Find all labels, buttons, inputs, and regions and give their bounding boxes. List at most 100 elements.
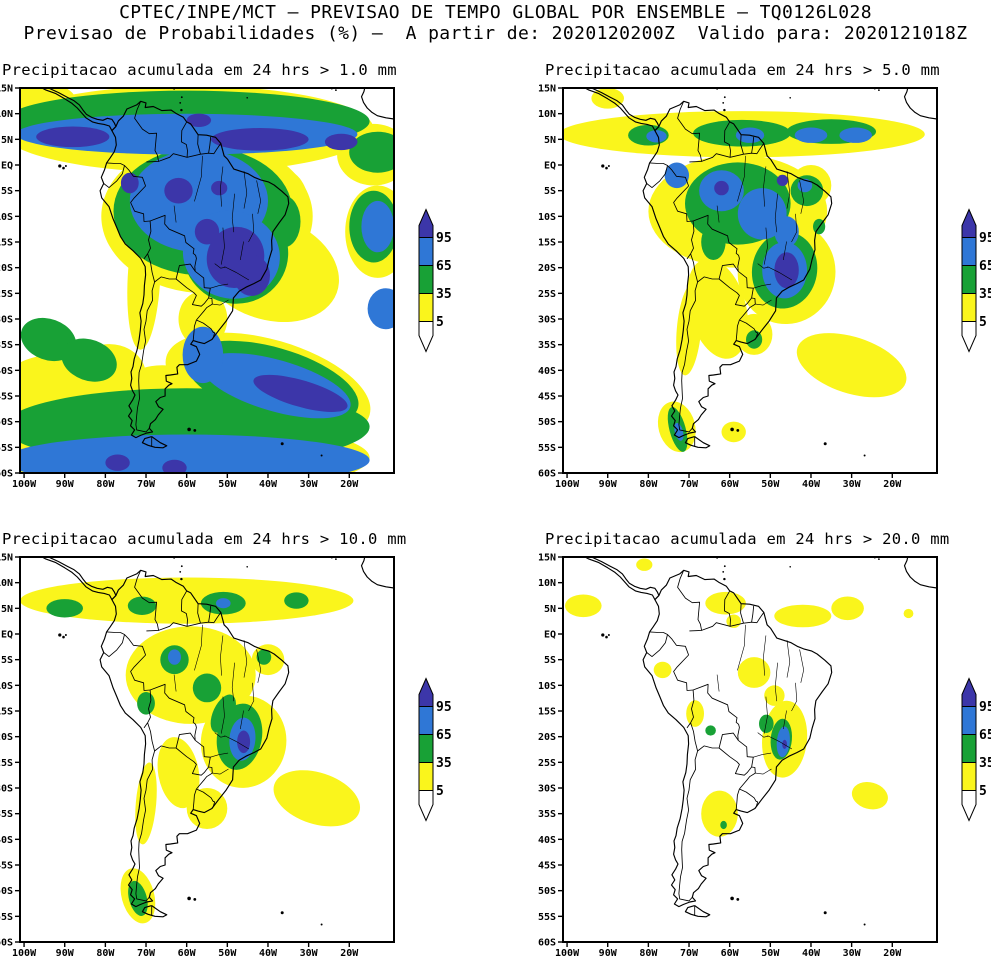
island-dot (246, 97, 248, 99)
country-border (194, 739, 211, 768)
probability-field (563, 88, 937, 473)
state-border (737, 624, 746, 671)
map-frame (19, 556, 395, 943)
country-border (739, 788, 759, 809)
prob-blob-p95 (774, 252, 799, 289)
country-border (649, 162, 689, 187)
lat-label: 35S (538, 809, 556, 820)
country-border (146, 612, 222, 632)
island-dot (605, 166, 608, 170)
panel-title-10mm: Precipitacao acumulada em 24 hrs > 10.0 … (2, 530, 407, 548)
lat-label: 10N (538, 109, 556, 120)
prob-blob-p5 (186, 788, 228, 829)
prob-blob-p95 (105, 454, 130, 471)
colorbar-label: 35 (979, 756, 991, 771)
state-border (753, 752, 772, 758)
island-dot (180, 577, 183, 581)
state-border (212, 768, 229, 775)
lon-label: 90W (599, 479, 618, 490)
lat-label: 5N (1, 135, 13, 146)
island-dot (187, 896, 191, 901)
lat-label: 40S (0, 366, 13, 377)
prob-blob-p5 (157, 737, 200, 809)
colorbar: 95 65 35 5 (961, 677, 991, 822)
prob-blob-p35 (284, 592, 309, 609)
lat-label: 20S (538, 732, 556, 743)
header-line-2: Previsao de Probabilidades (%) – A parti… (23, 23, 968, 44)
lon-label: 30W (300, 479, 319, 490)
colorbar-arrow-bottom (418, 321, 434, 353)
lat-label: 50S (538, 886, 556, 897)
coastline (141, 436, 168, 449)
prob-blob-p65 (794, 127, 828, 143)
state-border (763, 166, 767, 207)
state-border (757, 263, 769, 269)
state-border (224, 735, 250, 750)
island-dot (723, 565, 726, 568)
prob-blob-p35 (128, 880, 148, 916)
country-border (147, 689, 152, 723)
state-border (231, 662, 235, 702)
colorbar-label: 5 (436, 784, 444, 799)
state-border (240, 241, 244, 261)
country-border (718, 747, 752, 776)
prob-blob-p35 (61, 338, 117, 382)
lat-label: 15S (0, 238, 13, 249)
island-dot (723, 96, 726, 99)
geo-outlines (583, 88, 937, 457)
country-border (737, 739, 754, 768)
prob-blob-p95 (162, 459, 187, 473)
state-border (799, 180, 804, 214)
state-border (755, 768, 772, 775)
colorbar-seg-5-35 (418, 293, 434, 322)
lon-label: 100W (12, 948, 37, 957)
country-border (147, 253, 156, 283)
country-border (690, 689, 695, 723)
country-border (678, 750, 699, 902)
lat-label: 40S (538, 835, 556, 846)
country-border (649, 631, 689, 656)
state-border (220, 166, 224, 207)
colorbar-arrow-top (418, 208, 434, 238)
lat-label: EQ (1, 630, 13, 641)
prob-blob-p95 (210, 128, 309, 151)
lat-label: 20S (0, 732, 13, 743)
state-border (783, 710, 787, 730)
lat-axis: 15N 10N 5N EQ 5S 10S 15S 20S 25S 30S 35S 40S 45S 50S 5… (0, 84, 20, 480)
country-border (692, 683, 740, 741)
country-border (154, 745, 177, 752)
coastline (903, 557, 937, 589)
colorbar-arrow-bottom (418, 790, 434, 822)
state-border (716, 674, 720, 692)
island-dot (335, 558, 337, 560)
map-panel-2: 15N 10N 5N EQ 5S 10S 15S 20S 25S 30S 35S 40S 45S 50S 5… (538, 84, 991, 491)
lon-axis: 100W 90W 80W 70W 60W 50W 40W 30W 20W (12, 942, 359, 957)
prob-blob-p5 (565, 594, 602, 618)
lon-label: 50W (218, 479, 237, 490)
prob-blob-p65 (182, 326, 224, 384)
prob-blob-p35 (210, 694, 236, 733)
lon-label: 70W (137, 479, 156, 490)
lat-label: 10S (0, 681, 13, 692)
state-border (231, 193, 235, 233)
lat-label: 40S (0, 835, 13, 846)
island-dot (736, 898, 740, 901)
island-dot (878, 558, 880, 560)
lon-label: 40W (259, 479, 278, 490)
coastline (141, 905, 168, 918)
colorbar-arrow-top (961, 677, 977, 707)
coastline (903, 88, 937, 120)
country-border (196, 319, 216, 340)
island-dot (722, 102, 725, 104)
prob-blob-p5 (774, 604, 832, 628)
country-border (735, 319, 740, 341)
state-border (763, 227, 768, 265)
country-border (106, 631, 146, 656)
island-dot (335, 89, 337, 91)
lon-label: 50W (761, 479, 780, 490)
island-dot (863, 923, 866, 926)
country-border (147, 722, 156, 752)
country-border (646, 165, 668, 189)
state-border (256, 649, 261, 683)
coastline (684, 436, 711, 449)
